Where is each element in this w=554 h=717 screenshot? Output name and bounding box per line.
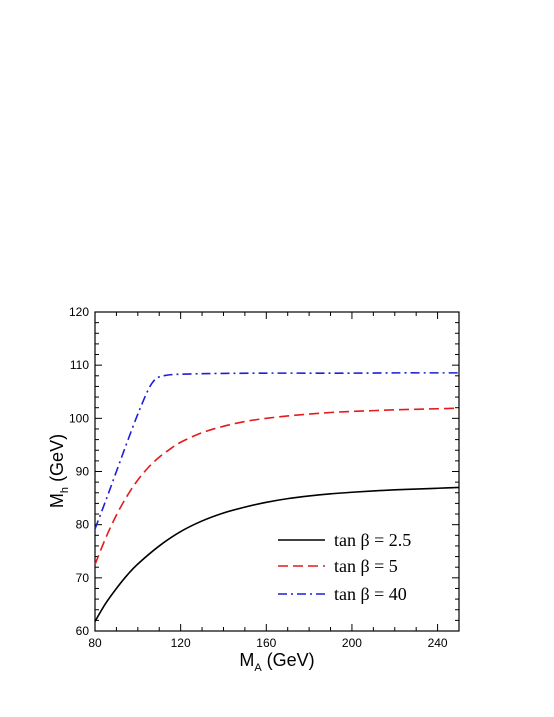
x-tick-label: 80 — [88, 636, 102, 650]
legend: tan β = 2.5 tan β = 5 tan β = 40 — [278, 530, 411, 604]
tick-labels: 80 120 160 200 240 60 70 80 90 100 110 120 — [69, 305, 448, 650]
series-line-1 — [94, 486, 460, 622]
x-tick-label: 240 — [428, 636, 448, 650]
x-tick-label: 160 — [256, 636, 276, 650]
x-tick-label: 200 — [342, 636, 362, 650]
x-axis-label: MA (GeV) — [239, 650, 314, 674]
y-tick-label: 60 — [76, 624, 90, 638]
series-line-2 — [94, 407, 460, 565]
legend-label-1: tan β = 2.5 — [334, 530, 411, 550]
y-axis-label: Mh (GeV) — [47, 434, 71, 508]
y-tick-label: 70 — [76, 571, 90, 585]
legend-label-2: tan β = 5 — [334, 556, 398, 576]
series-line-3 — [94, 372, 459, 530]
y-tick-label: 80 — [76, 518, 90, 532]
y-tick-label: 110 — [70, 358, 89, 372]
legend-label-3: tan β = 40 — [334, 584, 407, 604]
x-tick-label: 120 — [171, 636, 191, 650]
y-tick-label: 120 — [69, 305, 89, 319]
y-tick-label: 100 — [69, 411, 89, 425]
ticks — [94, 311, 460, 632]
series-lines — [94, 372, 460, 622]
y-tick-label: 90 — [76, 465, 90, 479]
